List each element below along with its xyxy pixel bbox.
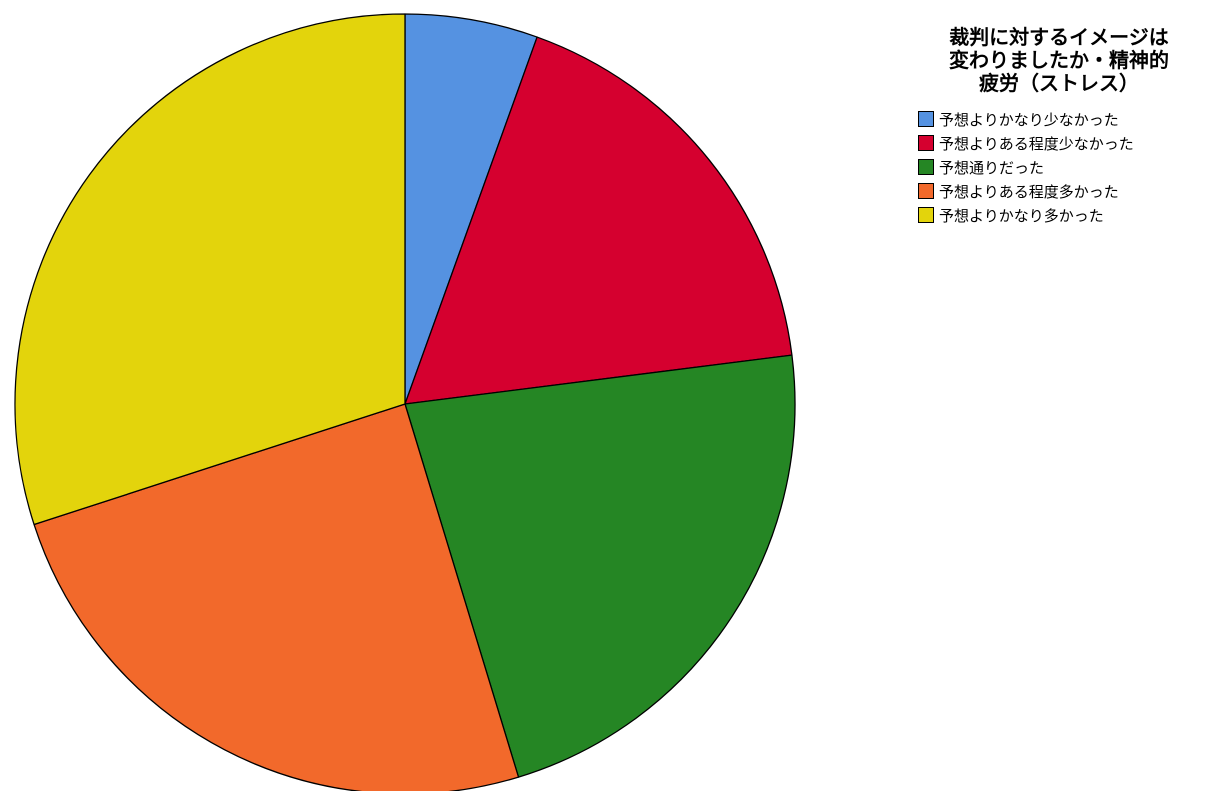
legend-item-5: 予想よりかなり多かった (918, 203, 1214, 227)
legend-title-line-2: 変わりましたか・精神的 (949, 48, 1169, 72)
legend-label-2: 予想よりある程度少なかった (939, 134, 1134, 153)
legend-item-3: 予想通りだった (918, 155, 1214, 179)
legend-label-3: 予想通りだった (939, 158, 1045, 177)
legend-swatch-1 (918, 111, 934, 127)
pie-slice-2 (404, 36, 793, 405)
legend-swatch-2 (918, 135, 934, 151)
legend-label-4: 予想よりある程度多かった (939, 182, 1119, 201)
legend-swatch-4 (918, 183, 934, 199)
pie-slice-3 (404, 354, 796, 778)
legend-item-2: 予想よりある程度少なかった (918, 131, 1214, 155)
pie-slice-1 (404, 13, 538, 405)
pie-chart (14, 13, 796, 791)
legend-swatch-5 (918, 207, 934, 223)
legend-swatch-3 (918, 159, 934, 175)
legend-item-4: 予想よりある程度多かった (918, 179, 1214, 203)
legend-title: 裁判に対するイメージは 変わりましたか・精神的 疲労（ストレス） (914, 26, 1204, 95)
legend-label-5: 予想よりかなり多かった (939, 206, 1104, 225)
legend: 裁判に対するイメージは 変わりましたか・精神的 疲労（ストレス） 予想よりかなり… (914, 26, 1214, 227)
legend-label-1: 予想よりかなり少なかった (939, 110, 1119, 129)
legend-item-1: 予想よりかなり少なかった (918, 107, 1214, 131)
legend-title-line-3: 疲労（ストレス） (979, 71, 1139, 95)
pie-slice-4 (33, 403, 520, 791)
legend-title-line-1: 裁判に対するイメージは (949, 25, 1169, 49)
pie-slice-5 (14, 13, 406, 526)
